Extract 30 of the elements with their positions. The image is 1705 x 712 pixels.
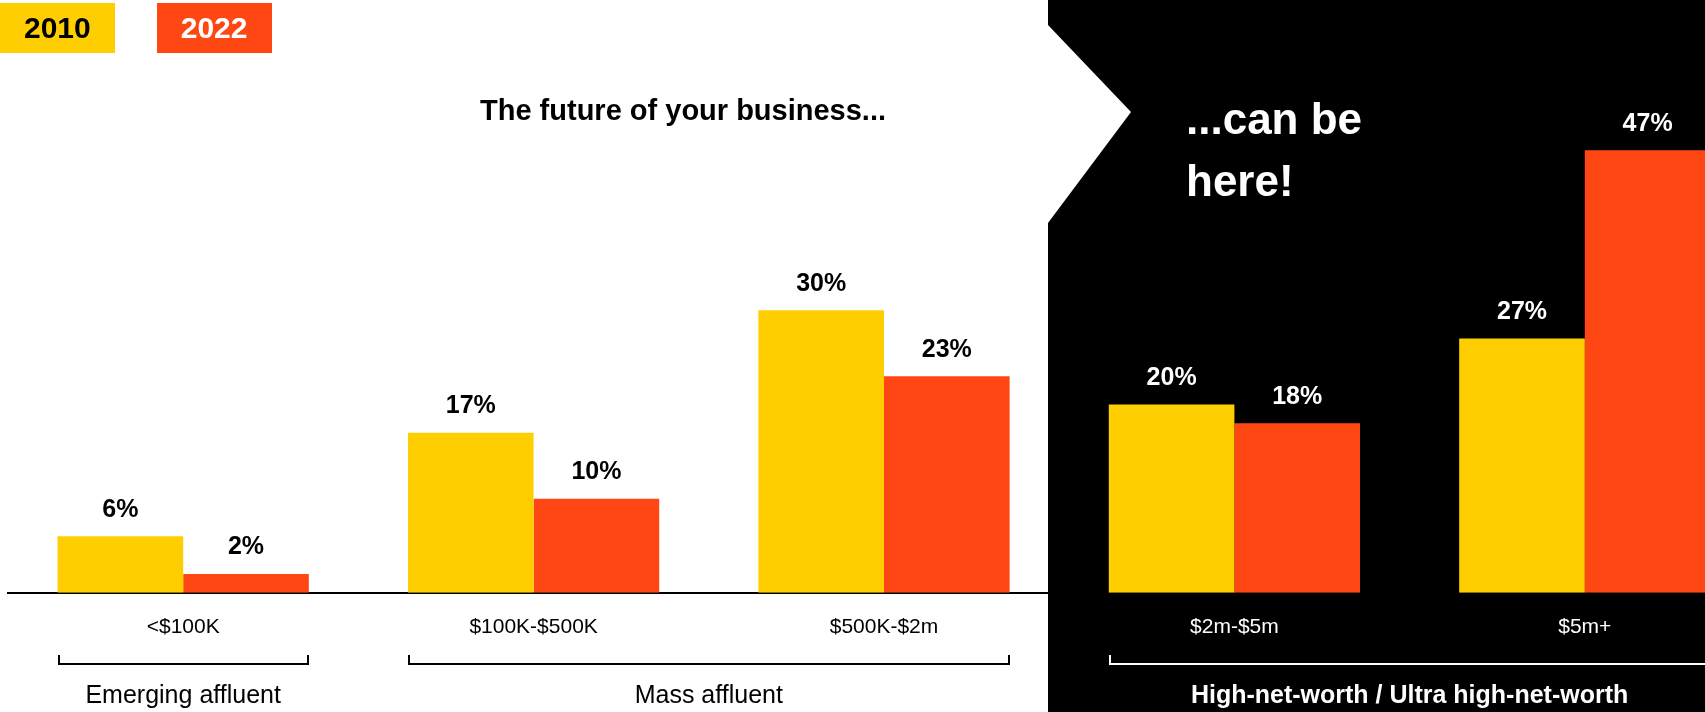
data-label: 30%	[796, 267, 847, 296]
bar	[57, 536, 184, 593]
chart-title: The future of your business...	[480, 94, 887, 127]
data-label: 23%	[921, 333, 972, 362]
text: 2022	[156, 3, 272, 53]
text: 2010	[0, 3, 115, 53]
text: Emerging affluent	[84, 680, 282, 709]
text: Mass affluent	[633, 680, 784, 709]
x-tick-label: <$100K	[146, 614, 220, 638]
bar	[1234, 423, 1361, 593]
data-label: 10%	[571, 456, 622, 485]
x-tick-label: $2m-$5m	[1190, 614, 1279, 638]
bar	[884, 376, 1010, 593]
data-label: 27%	[1496, 295, 1548, 324]
data-label: 20%	[1146, 361, 1197, 390]
x-tick-label: $100K-$500K	[469, 614, 598, 638]
bar	[533, 498, 660, 593]
data-label: 6%	[102, 493, 139, 522]
bar	[758, 310, 884, 593]
bar	[183, 573, 309, 593]
text: High-net-worth / Ultra high-net-worth	[1189, 680, 1630, 709]
data-label: 17%	[445, 390, 496, 419]
x-tick-label: $500K-$2m	[829, 614, 939, 638]
bar	[1108, 404, 1235, 593]
data-label: 2%	[227, 531, 265, 560]
x-tick-label: $5m+	[1558, 614, 1612, 638]
data-label: 47%	[1622, 107, 1673, 136]
annotation: ...can be here!	[1186, 93, 1364, 207]
bar	[407, 432, 534, 593]
data-label: 18%	[1272, 380, 1323, 409]
